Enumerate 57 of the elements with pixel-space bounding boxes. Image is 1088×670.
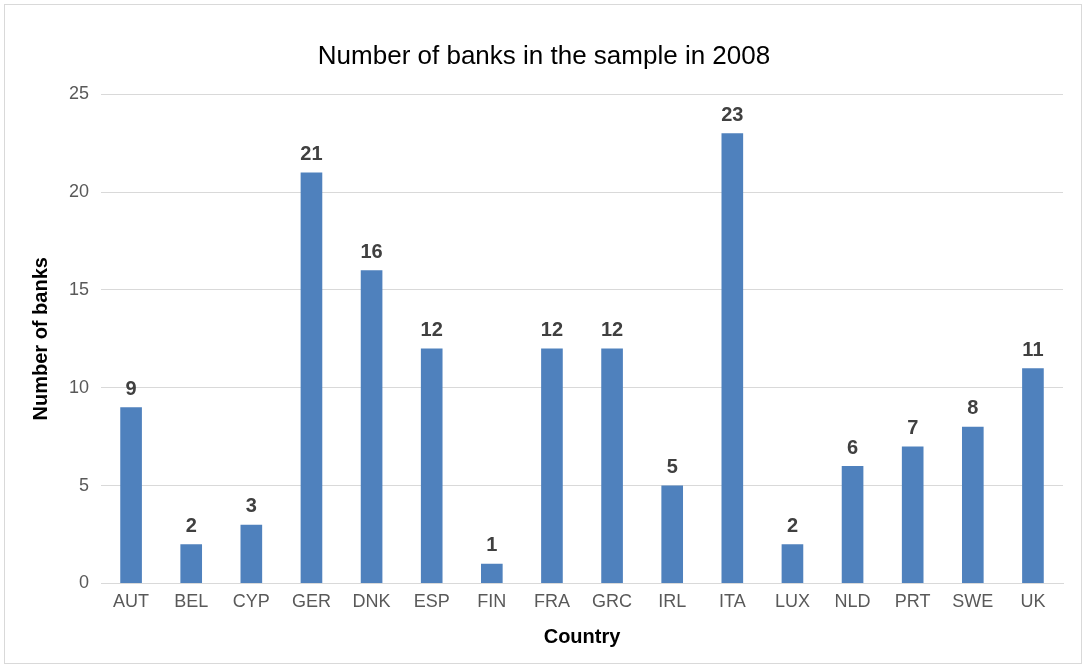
data-label: 2 [185, 513, 197, 536]
y-tick-label: 0 [79, 572, 90, 593]
chart-title: Number of banks in the sample in 2008 [317, 39, 771, 70]
y-tick-label: 15 [68, 278, 90, 299]
data-label: 21 [300, 141, 323, 164]
data-label: 11 [1022, 337, 1044, 360]
bar [961, 426, 984, 583]
bar [601, 348, 623, 583]
bar [120, 407, 142, 583]
data-label: 8 [967, 396, 979, 419]
x-tick-label: NLD [834, 591, 871, 612]
bar [240, 524, 263, 583]
x-tick-label: ESP [413, 591, 450, 612]
x-tick-label: AUT [113, 591, 150, 612]
x-tick-label: ITA [718, 591, 746, 612]
x-tick-label: FRA [533, 591, 570, 612]
x-tick-label: BEL [174, 591, 209, 612]
data-label: 3 [245, 494, 257, 517]
data-label: 9 [125, 376, 137, 399]
data-label: 12 [540, 318, 564, 341]
bar [481, 563, 503, 583]
y-axis-title: Number of banks [28, 257, 51, 421]
data-label: 1 [486, 533, 498, 556]
y-tick-label: 20 [68, 181, 90, 202]
x-tick-label: GRC [592, 591, 633, 612]
data-label: 12 [600, 318, 624, 341]
bar [1022, 368, 1044, 583]
x-tick-label: LUX [774, 591, 810, 612]
data-label: 2 [786, 513, 799, 536]
x-tick-label: FIN [477, 591, 507, 612]
y-tick-label: 25 [68, 83, 90, 104]
bar [841, 465, 864, 583]
bar [300, 172, 323, 583]
data-label: 6 [847, 435, 859, 458]
data-label: 7 [907, 415, 919, 438]
y-tick-label: 10 [68, 376, 90, 397]
y-tick-label: 5 [79, 474, 90, 495]
data-label: 12 [420, 318, 443, 341]
bar [901, 446, 924, 583]
data-label: 23 [721, 102, 744, 125]
x-axis-title: Country [543, 624, 622, 647]
bar [661, 485, 684, 583]
bar [541, 348, 563, 583]
data-label: 16 [360, 239, 383, 262]
x-tick-label: IRL [658, 591, 687, 612]
bar [180, 544, 203, 583]
data-label: 5 [666, 455, 678, 478]
x-tick-label: UK [1020, 591, 1046, 612]
x-tick-label: CYP [232, 591, 270, 612]
bar [781, 544, 804, 583]
x-tick-label: PRT [894, 591, 931, 612]
bar [420, 348, 443, 583]
x-tick-label: SWE [952, 591, 994, 612]
x-tick-label: DNK [352, 591, 391, 612]
bar [360, 270, 383, 583]
bar [721, 133, 744, 583]
x-tick-label: GER [291, 591, 331, 612]
